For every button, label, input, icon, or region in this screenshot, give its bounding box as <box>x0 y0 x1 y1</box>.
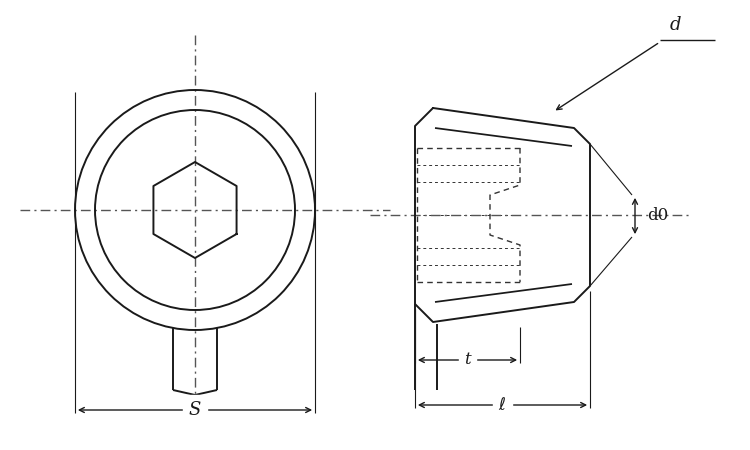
Text: S: S <box>189 401 201 419</box>
Text: d: d <box>670 16 682 34</box>
Text: d0: d0 <box>647 207 668 225</box>
Text: t: t <box>464 351 471 369</box>
Text: $\ell$: $\ell$ <box>499 396 506 414</box>
